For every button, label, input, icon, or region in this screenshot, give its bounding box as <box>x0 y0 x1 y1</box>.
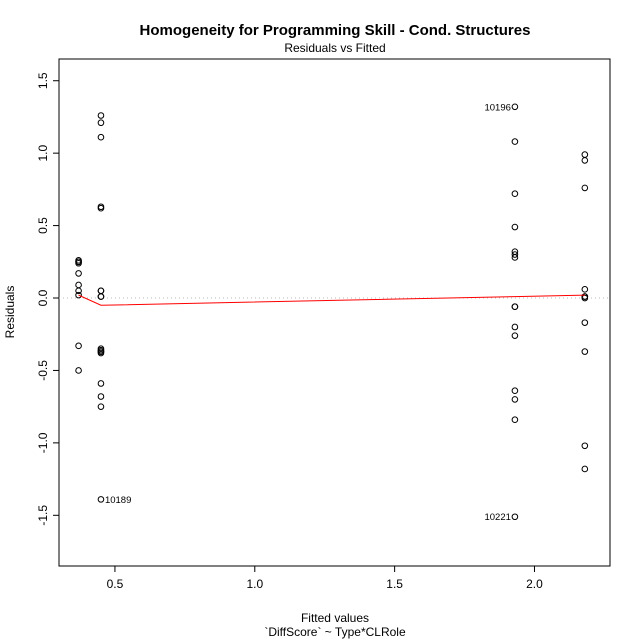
data-point <box>75 291 82 299</box>
data-point <box>97 393 105 400</box>
data-point <box>97 204 105 212</box>
x-tick-label: 1.5 <box>386 577 403 591</box>
data-point <box>511 103 519 111</box>
data-point <box>511 513 519 521</box>
data-point <box>97 133 105 141</box>
data-point <box>97 380 105 387</box>
data-point <box>75 281 82 289</box>
data-point <box>511 387 519 395</box>
y-axis-label: Residuals <box>3 286 17 339</box>
data-point <box>581 157 589 164</box>
data-point <box>511 323 519 331</box>
data-points <box>75 103 589 521</box>
y-tick-label: -1.0 <box>36 432 50 453</box>
data-point <box>97 112 105 119</box>
chart-title: Homogeneity for Programming Skill - Cond… <box>140 22 531 39</box>
data-point <box>97 287 105 295</box>
data-point <box>97 403 105 410</box>
data-point <box>75 270 82 277</box>
x-axis-formula: `DiffScore` ~ Type*CLRole <box>264 625 406 639</box>
y-tick-label: -1.5 <box>36 505 50 526</box>
point-id-label: 10196 <box>484 102 510 113</box>
data-point <box>581 151 589 158</box>
x-tick-label: 2.0 <box>526 577 543 591</box>
point-id-label: 10221 <box>484 512 510 523</box>
y-axis: -1.5 -1.0 -0.5 0.0 0.5 1.0 1.5 <box>36 72 59 526</box>
data-point <box>581 286 589 293</box>
y-tick-label: 1.5 <box>36 72 50 89</box>
y-tick-label: -0.5 <box>36 360 50 381</box>
x-tick-label: 1.0 <box>246 577 263 591</box>
data-point <box>75 287 82 295</box>
data-point <box>511 223 519 231</box>
y-tick-label: 1.0 <box>36 144 50 161</box>
data-point <box>581 442 589 450</box>
x-axis: 0.5 1.0 1.5 2.0 <box>107 566 543 591</box>
data-point <box>581 293 589 300</box>
data-point <box>581 348 589 355</box>
data-point <box>511 416 519 423</box>
lowess-smooth-line <box>78 294 585 306</box>
plot-frame <box>58 58 611 567</box>
data-point <box>511 251 519 258</box>
data-point <box>511 138 519 145</box>
smooth-line <box>78 294 585 306</box>
point-id-label: 10189 <box>105 495 131 506</box>
data-point <box>75 258 82 266</box>
y-tick-label: 0.5 <box>36 217 50 234</box>
data-point <box>97 496 105 503</box>
data-point <box>511 190 519 198</box>
data-point <box>581 319 589 326</box>
data-point <box>581 465 589 473</box>
data-point <box>75 342 82 350</box>
data-point <box>97 348 105 355</box>
data-point <box>97 293 105 300</box>
point-labels: 10196 10189 10221 <box>105 102 511 523</box>
data-point <box>511 332 519 339</box>
x-axis-label: Fitted values <box>301 611 369 625</box>
chart-subtitle: Residuals vs Fitted <box>284 41 385 55</box>
y-tick-label: 0.0 <box>36 289 50 306</box>
x-tick-label: 0.5 <box>107 577 124 591</box>
data-point <box>75 367 82 374</box>
data-point <box>511 254 519 261</box>
data-point <box>581 184 589 192</box>
data-point <box>97 119 105 127</box>
data-point <box>511 396 519 403</box>
data-point <box>511 303 519 311</box>
